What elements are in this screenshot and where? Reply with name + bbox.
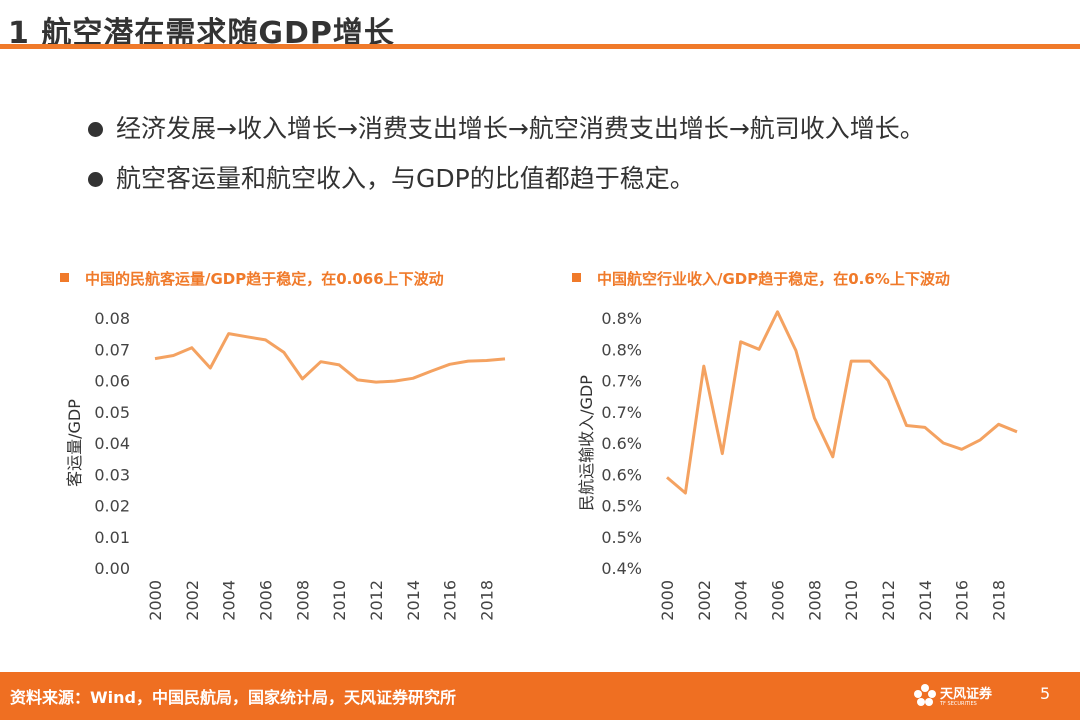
x-tick-label: 2018 — [478, 580, 497, 621]
chart-passenger-gdp: 中国的民航客运量/GDP趋于稳定，在0.066上下波动 0.08 0.07 0.06… — [60, 268, 520, 628]
flower-logo-icon — [914, 684, 936, 706]
x-tick-label: 2012 — [879, 580, 898, 621]
bullet-dot-icon — [88, 172, 103, 187]
x-tick-label: 2010 — [842, 580, 861, 621]
series-line — [666, 310, 1018, 495]
x-tick-label: 2008 — [293, 580, 312, 621]
x-tick-label: 2014 — [916, 580, 935, 621]
x-tick-label: 2016 — [441, 580, 460, 621]
chart-title: 中国航空行业收入/GDP趋于稳定，在0.6%上下波动 — [572, 268, 950, 289]
x-tick-label: 2002 — [695, 580, 714, 621]
chart-svg: 0.8% 0.8% 0.7% 0.7% 0.6% 0.6% 0.5% 0.5% 0.4% 2000… — [577, 309, 1018, 621]
bullet-item: 航空客运量和航空收入，与GDP的比值都趋于稳定。 — [88, 162, 925, 212]
series-line — [154, 332, 506, 384]
chart-marker-icon — [572, 273, 581, 282]
y-tick-label: 0.4% — [601, 559, 642, 578]
chart-title-text: 中国的民航客运量/GDP趋于稳定，在0.066上下波动 — [85, 270, 444, 288]
y-tick-label: 0.06 — [94, 372, 130, 391]
x-tick-label: 2000 — [146, 580, 165, 621]
y-tick-label: 0.02 — [94, 497, 130, 516]
page-number: 5 — [1040, 684, 1051, 703]
title-divider — [0, 44, 1080, 49]
x-tick-label: 2004 — [220, 580, 239, 621]
logo-text: 天风证券 — [940, 687, 993, 702]
y-tick-label: 0.8% — [601, 309, 642, 328]
bullet-item: 经济发展→收入增长→消费支出增长→航空消费支出增长→航司收入增长。 — [88, 112, 925, 162]
y-axis-label: 客运量/GDP — [65, 399, 84, 487]
bullet-text: 经济发展→收入增长→消费支出增长→航空消费支出增长→航司收入增长。 — [116, 114, 925, 143]
company-logo: 天风证券 TF SECURITIES — [912, 680, 1004, 712]
x-tick-label: 2010 — [330, 580, 349, 621]
chart-title: 中国的民航客运量/GDP趋于稳定，在0.066上下波动 — [60, 268, 444, 289]
x-tick-label: 2014 — [404, 580, 423, 621]
y-tick-label: 0.05 — [94, 403, 130, 422]
bullet-text: 航空客运量和航空收入，与GDP的比值都趋于稳定。 — [116, 164, 695, 193]
x-tick-label: 2002 — [183, 580, 202, 621]
y-tick-label: 0.01 — [94, 528, 130, 547]
y-tick-label: 0.7% — [601, 403, 642, 422]
y-axis-label: 民航运输收入/GDP — [577, 375, 596, 511]
y-tick-label: 0.8% — [601, 340, 642, 359]
y-tick-label: 0.00 — [94, 559, 130, 578]
y-tick-label: 0.5% — [601, 528, 642, 547]
chart-title-text: 中国航空行业收入/GDP趋于稳定，在0.6%上下波动 — [597, 270, 950, 288]
x-tick-label: 2016 — [953, 580, 972, 621]
x-tick-label: 2004 — [732, 580, 751, 621]
footer-bar: 资料来源：Wind，中国民航局，国家统计局，天风证券研究所 天风证券 TF SE… — [0, 672, 1080, 720]
bullet-dot-icon — [88, 122, 103, 137]
x-tick-label: 2012 — [367, 580, 386, 621]
y-tick-label: 0.07 — [94, 340, 130, 359]
logo-subtext: TF SECURITIES — [940, 701, 977, 707]
x-tick-label: 2006 — [769, 580, 788, 621]
y-tick-label: 0.5% — [601, 497, 642, 516]
chart-marker-icon — [60, 273, 69, 282]
x-tick-label: 2000 — [658, 580, 677, 621]
bullet-list: 经济发展→收入增长→消费支出增长→航空消费支出增长→航司收入增长。 航空客运量和… — [88, 112, 925, 212]
y-tick-label: 0.6% — [601, 465, 642, 484]
y-tick-label: 0.04 — [94, 434, 130, 453]
y-tick-label: 0.7% — [601, 372, 642, 391]
y-tick-label: 0.08 — [94, 309, 130, 328]
chart-revenue-gdp: 中国航空行业收入/GDP趋于稳定，在0.6%上下波动 0.8% 0.8% 0.7% 0… — [572, 268, 1032, 628]
y-tick-label: 0.6% — [601, 434, 642, 453]
y-tick-label: 0.03 — [94, 465, 130, 484]
source-note: 资料来源：Wind，中国民航局，国家统计局，天风证券研究所 — [10, 688, 456, 707]
x-tick-label: 2008 — [805, 580, 824, 621]
chart-svg: 0.08 0.07 0.06 0.05 0.04 0.03 0.02 0.01 0.00 2000… — [65, 309, 506, 621]
x-tick-label: 2018 — [990, 580, 1009, 621]
x-tick-label: 2006 — [257, 580, 276, 621]
